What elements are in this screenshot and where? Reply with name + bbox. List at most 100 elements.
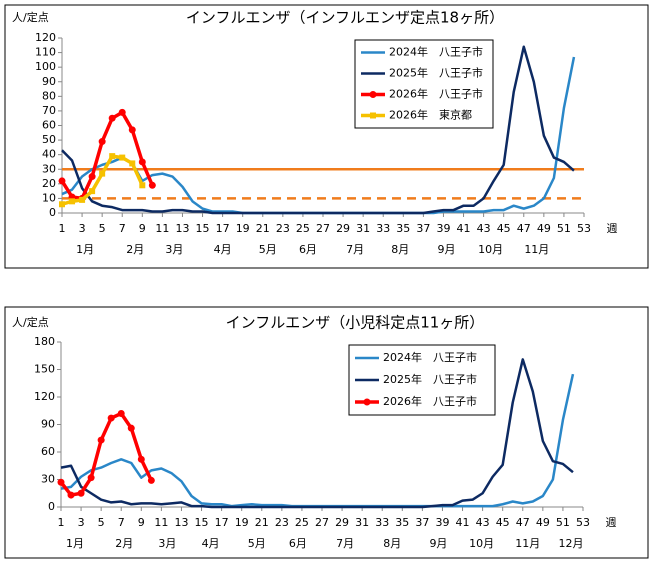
point bbox=[138, 158, 146, 166]
x-tick-label: 11 bbox=[154, 516, 168, 529]
x-tick-label: 11 bbox=[155, 222, 169, 235]
point bbox=[59, 201, 65, 208]
point bbox=[117, 410, 125, 417]
x-tick-label: 49 bbox=[537, 222, 551, 235]
x-tick-label: 39 bbox=[436, 222, 450, 235]
x-tick-label: 1 bbox=[58, 516, 65, 529]
x-tick-label: 5 bbox=[99, 222, 106, 235]
x-tick-label: 7 bbox=[119, 222, 126, 235]
point bbox=[108, 114, 116, 122]
x-tick-label: 33 bbox=[375, 516, 389, 529]
month-label: 8月 bbox=[383, 537, 401, 550]
x-tick-label: 53 bbox=[577, 222, 591, 235]
point bbox=[99, 170, 106, 177]
x-tick-label: 17 bbox=[216, 222, 230, 235]
y-tick-label: 70 bbox=[42, 104, 56, 117]
point bbox=[69, 198, 76, 205]
y-tick-label: 0 bbox=[48, 500, 55, 513]
month-label: 8月 bbox=[391, 243, 409, 256]
series-line bbox=[61, 45, 575, 215]
x-tick-label: 41 bbox=[457, 222, 471, 235]
point bbox=[147, 476, 155, 484]
x-tick-label: 7 bbox=[118, 516, 125, 529]
month-label: 6月 bbox=[299, 243, 317, 256]
x-tick-label: 45 bbox=[497, 222, 511, 235]
point bbox=[79, 196, 86, 203]
month-label: 11月 bbox=[524, 243, 549, 256]
x-tick-label: 37 bbox=[415, 516, 429, 529]
legend-label: 2025年 八王子市 bbox=[383, 372, 477, 386]
point bbox=[139, 182, 146, 189]
x-tick-label: 51 bbox=[556, 516, 570, 529]
month-label: 1月 bbox=[76, 243, 94, 256]
y-tick-label: 90 bbox=[42, 75, 56, 88]
y-tick-label: 0 bbox=[49, 206, 56, 219]
x-tick-label: 25 bbox=[295, 516, 309, 529]
y-tick-label: 180 bbox=[34, 335, 55, 348]
x-tick-label: 43 bbox=[477, 222, 491, 235]
x-tick-label: 33 bbox=[376, 222, 390, 235]
month-label: 12月 bbox=[558, 537, 583, 550]
x-tick-label: 47 bbox=[516, 516, 530, 529]
y-tick-label: 80 bbox=[42, 89, 56, 102]
series-line bbox=[60, 110, 154, 201]
y-axis-label: 人/定点 bbox=[12, 10, 49, 24]
month-label: 6月 bbox=[289, 537, 307, 550]
x-tick-label: 13 bbox=[174, 516, 188, 529]
point bbox=[107, 414, 115, 422]
x-tick-label: 25 bbox=[296, 222, 310, 235]
x-tick-label: 31 bbox=[355, 516, 369, 529]
x-tick-label: 45 bbox=[496, 516, 510, 529]
y-tick-label: 110 bbox=[35, 46, 56, 59]
y-tick-label: 120 bbox=[35, 31, 56, 44]
legend-label: 2024年 八王子市 bbox=[383, 350, 477, 364]
x-tick-label: 21 bbox=[256, 222, 270, 235]
x-tick-label: 3 bbox=[79, 222, 86, 235]
month-label: 10月 bbox=[478, 243, 503, 256]
month-label: 2月 bbox=[115, 537, 133, 550]
x-tick-label: 41 bbox=[456, 516, 470, 529]
y-tick-label: 90 bbox=[41, 418, 55, 431]
x-tick-label: 39 bbox=[435, 516, 449, 529]
x-tick-label: 37 bbox=[416, 222, 430, 235]
x-tick-label: 27 bbox=[315, 516, 329, 529]
x-tick-label: 1 bbox=[59, 222, 66, 235]
x-tick-label: 19 bbox=[235, 516, 249, 529]
point bbox=[97, 436, 105, 444]
x-tick-label: 29 bbox=[336, 222, 350, 235]
y-axis-label: 人/定点 bbox=[12, 315, 49, 329]
x-tick-label: 21 bbox=[255, 516, 269, 529]
x-tick-label: 23 bbox=[276, 222, 290, 235]
series-line bbox=[60, 373, 575, 508]
point bbox=[98, 138, 106, 146]
month-label: 5月 bbox=[259, 243, 277, 256]
x-tick-label: 51 bbox=[557, 222, 571, 235]
x-axis-label: 週 bbox=[606, 516, 617, 529]
x-tick-label: 43 bbox=[476, 516, 490, 529]
legend-label: 2024年 八王子市 bbox=[389, 45, 483, 59]
x-tick-label: 15 bbox=[196, 222, 210, 235]
point bbox=[129, 160, 136, 167]
month-label: 11月 bbox=[515, 537, 540, 550]
series-line bbox=[61, 56, 576, 215]
point bbox=[77, 489, 85, 497]
y-tick-label: 150 bbox=[34, 363, 55, 376]
y-tick-label: 40 bbox=[42, 148, 56, 161]
y-tick-label: 20 bbox=[42, 177, 56, 190]
point bbox=[109, 153, 116, 160]
month-label: 7月 bbox=[346, 243, 364, 256]
legend-marker bbox=[363, 398, 371, 406]
chart-frame bbox=[4, 306, 649, 559]
x-tick-label: 9 bbox=[139, 222, 146, 235]
x-axis-label: 週 bbox=[607, 222, 618, 235]
chart-title: インフルエンザ（小児科定点11ヶ所） bbox=[226, 314, 485, 332]
x-tick-label: 9 bbox=[138, 516, 145, 529]
month-label: 9月 bbox=[429, 537, 447, 550]
x-tick-label: 35 bbox=[395, 516, 409, 529]
legend-label: 2026年 八王子市 bbox=[383, 394, 477, 408]
month-label: 9月 bbox=[437, 243, 455, 256]
series-line bbox=[59, 411, 153, 497]
y-tick-label: 60 bbox=[41, 445, 55, 458]
x-tick-label: 27 bbox=[316, 222, 330, 235]
